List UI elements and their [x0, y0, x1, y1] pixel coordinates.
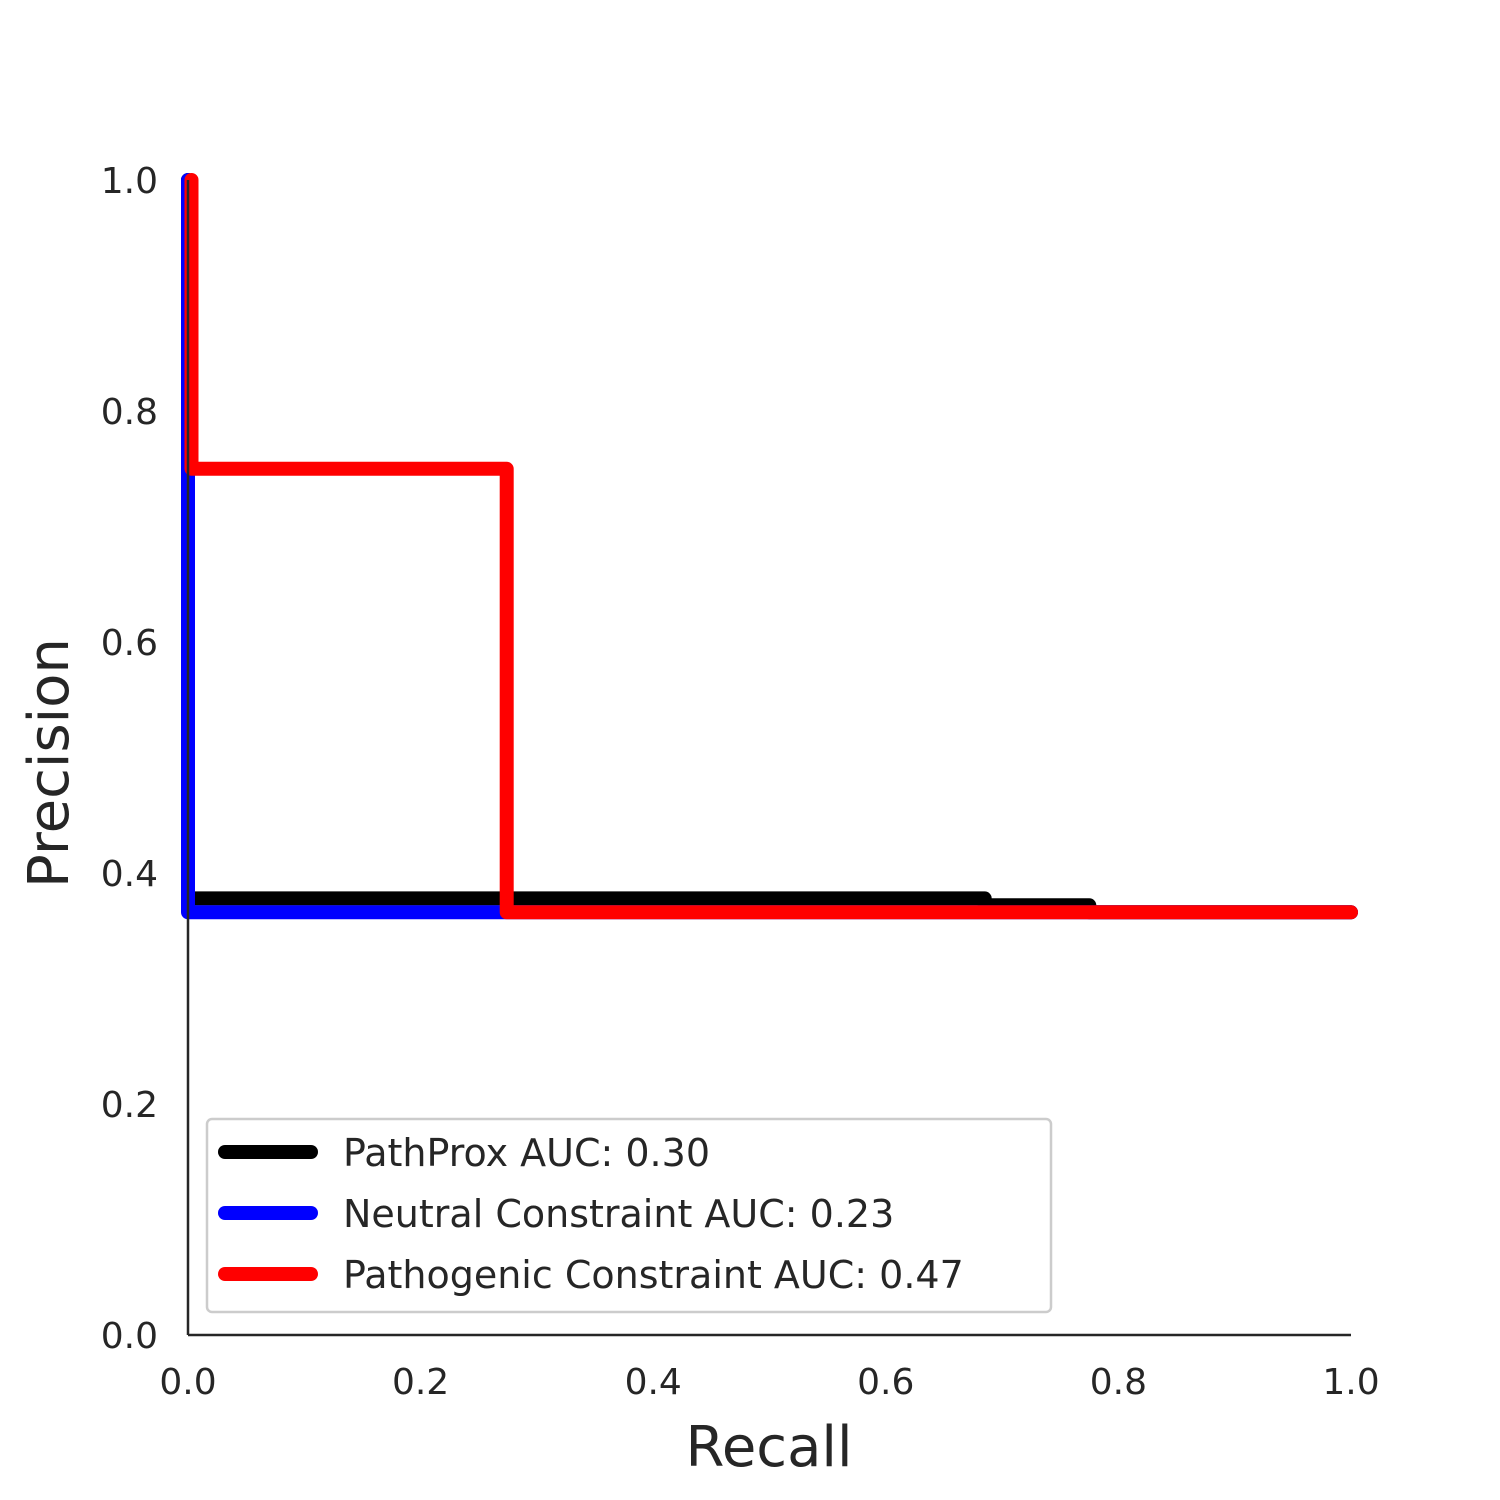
x-axis-title: Recall — [685, 1415, 852, 1480]
legend-label-0: PathProx AUC: 0.30 — [343, 1131, 710, 1175]
series-line-0 — [181, 173, 1358, 920]
x-tick-label: 0.4 — [625, 1362, 682, 1403]
x-tick-label: 0.6 — [857, 1362, 914, 1403]
y-tick-label: 0.0 — [101, 1316, 158, 1357]
y-axis-title: Precision — [17, 638, 82, 888]
series-lines — [181, 173, 1358, 920]
y-tick-labels: 0.0 0.2 0.4 0.6 0.8 1.0 — [101, 161, 158, 1357]
y-tick-label: 0.2 — [101, 1085, 158, 1126]
legend: PathProx AUC: 0.30 Neutral Constraint AUC… — [205, 1117, 1053, 1314]
legend-label-2: Pathogenic Constraint AUC: 0.47 — [343, 1253, 964, 1297]
x-tick-label: 0.8 — [1090, 1362, 1147, 1403]
x-tick-label: 0.0 — [159, 1362, 216, 1403]
legend-frame — [205, 1117, 1053, 1314]
x-tick-label: 0.2 — [392, 1362, 449, 1403]
x-tick-label: 1.0 — [1322, 1362, 1379, 1403]
y-tick-label: 0.8 — [101, 392, 158, 433]
axes — [186, 180, 1351, 1337]
legend-label-1: Neutral Constraint AUC: 0.23 — [343, 1192, 894, 1236]
y-tick-label: 1.0 — [101, 161, 158, 202]
series-line-2 — [184, 173, 1358, 920]
series-line-1 — [181, 173, 1358, 920]
x-tick-labels: 0.0 0.2 0.4 0.6 0.8 1.0 — [159, 1362, 1379, 1403]
y-tick-label: 0.4 — [101, 854, 158, 895]
y-tick-label: 0.6 — [101, 623, 158, 664]
